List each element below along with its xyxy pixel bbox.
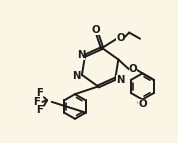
Text: O: O: [129, 64, 137, 74]
Text: O: O: [116, 33, 125, 43]
Text: O: O: [91, 25, 100, 35]
Text: O: O: [138, 99, 147, 109]
Text: F: F: [36, 105, 43, 115]
Text: N: N: [72, 71, 81, 81]
Text: F: F: [36, 88, 43, 98]
Text: N: N: [77, 50, 85, 60]
Text: N: N: [116, 75, 124, 85]
Text: F: F: [33, 97, 40, 107]
